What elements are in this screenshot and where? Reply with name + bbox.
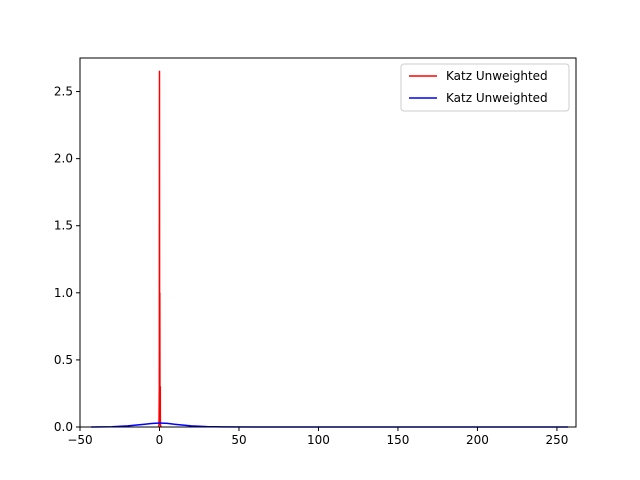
x-tick-label: 250 bbox=[545, 433, 568, 447]
plot-area bbox=[91, 70, 569, 428]
x-axis: −50 0 50 100 150 200 250 bbox=[67, 427, 568, 447]
y-axis: 0.0 0.5 1.0 1.5 2.0 2.5 bbox=[54, 85, 80, 434]
y-tick-label: 0.0 bbox=[54, 420, 73, 434]
series-line-1 bbox=[91, 422, 569, 428]
x-tick-label: 200 bbox=[466, 433, 489, 447]
legend-box bbox=[400, 63, 570, 112]
x-tick-label: 0 bbox=[156, 433, 164, 447]
x-tick-label: −50 bbox=[67, 433, 92, 447]
axes-frame bbox=[79, 57, 577, 428]
y-tick-label: 2.5 bbox=[54, 85, 73, 99]
y-tick-label: 0.5 bbox=[54, 353, 73, 367]
x-tick-label: 100 bbox=[307, 433, 330, 447]
legend: Katz Unweighted Katz Unweighted bbox=[400, 63, 570, 112]
x-tick-label: 150 bbox=[386, 433, 409, 447]
legend-label: Katz Unweighted bbox=[446, 91, 548, 105]
series-line-0 bbox=[157, 70, 162, 428]
y-tick-label: 2.0 bbox=[54, 152, 73, 166]
y-tick-label: 1.0 bbox=[54, 286, 73, 300]
y-tick-label: 1.5 bbox=[54, 219, 73, 233]
legend-label: Katz Unweighted bbox=[446, 69, 548, 83]
x-tick-label: 50 bbox=[231, 433, 246, 447]
